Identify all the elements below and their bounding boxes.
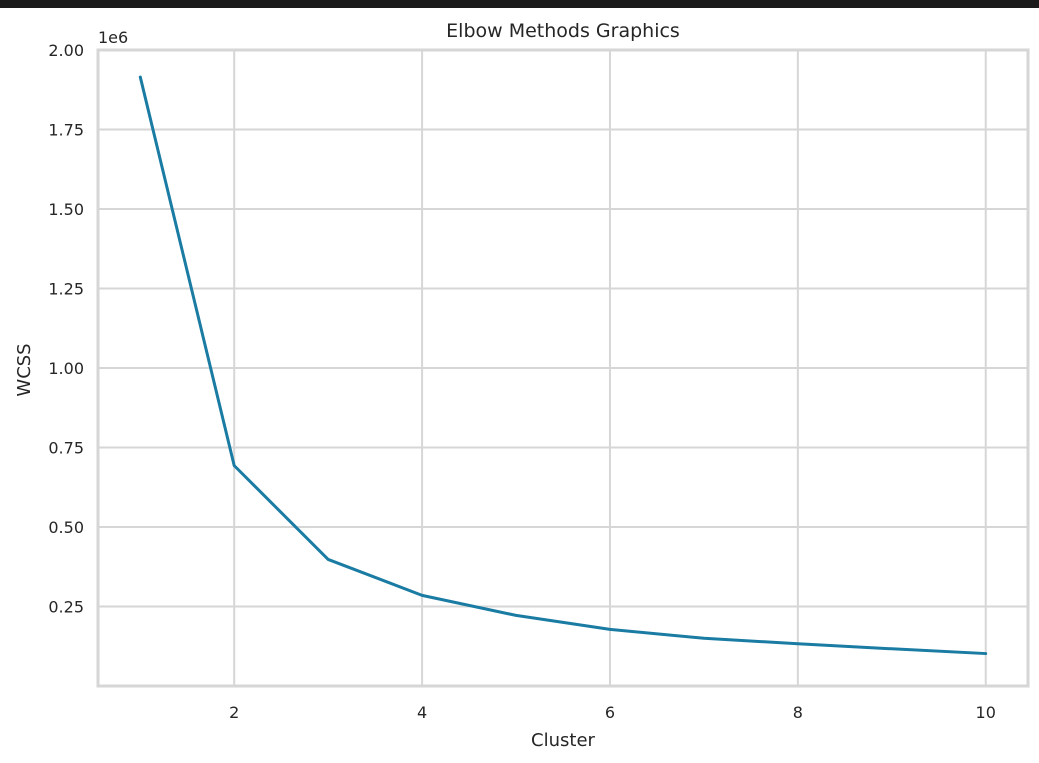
series-line-0 (138, 75, 988, 656)
grid-lines (98, 49, 1028, 686)
y-tick-label: 0.25 (48, 598, 84, 617)
y-tick-label: 1.00 (48, 359, 84, 378)
chart-title: Elbow Methods Graphics (446, 20, 680, 42)
y-tick-label: 2.00 (48, 41, 84, 60)
plot-frame (96, 48, 1030, 688)
y-tick-label: 0.75 (48, 439, 84, 458)
y-tick-labels: 0.25 0.50 0.75 1.00 1.25 1.50 1.75 2.00 (48, 41, 84, 617)
x-tick-label: 4 (417, 703, 427, 722)
x-tick-label: 6 (605, 703, 615, 722)
series-group (138, 75, 988, 656)
x-tick-label: 2 (229, 703, 239, 722)
x-tick-label: 10 (976, 703, 996, 722)
top-bar (0, 0, 1039, 8)
x-tick-label: 8 (793, 703, 803, 722)
x-axis-label: Cluster (531, 730, 595, 751)
y-tick-label: 1.25 (48, 280, 84, 299)
y-tick-label: 1.75 (48, 121, 84, 140)
y-tick-label: 1.50 (48, 200, 84, 219)
y-tick-label: 0.50 (48, 518, 84, 537)
y-offset-label: 1e6 (98, 28, 128, 47)
y-axis-label: WCSS (14, 343, 35, 396)
x-tick-labels: 2 4 6 8 10 (229, 703, 996, 722)
